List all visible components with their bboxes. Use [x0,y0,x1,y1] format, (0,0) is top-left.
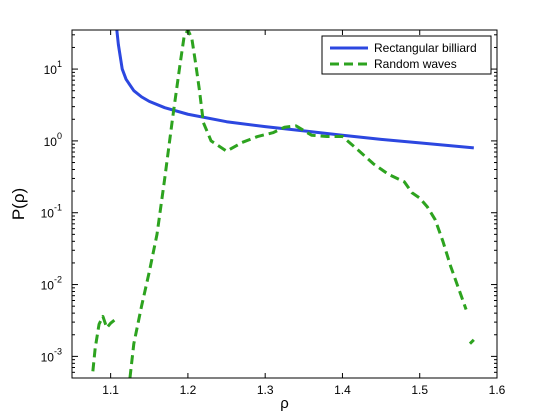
y-tick-label: 10-1 [41,203,62,221]
x-tick-label: 1.5 [411,383,428,397]
series-line-random-waves-segment-2 [128,30,468,378]
y-axis-label: P(ρ) [9,188,28,220]
series-line-random-waves-segment-3 [468,338,475,345]
tick-layer: 1.1 1.2 1.3 1.4 1.5 1.6 10-3 10-2 10-1 100 101 [41,30,506,397]
y-tick-label: 10-2 [41,275,62,293]
legend-label-rectangular-billiard: Rectangular billiard [374,41,477,55]
x-axis-label: ρ [280,395,289,412]
x-tick-label: 1.3 [257,383,274,397]
y-tick-label: 101 [44,59,62,77]
x-tick-label: 1.4 [334,383,351,397]
x-tick-label: 1.2 [180,383,197,397]
series-layer [91,30,475,378]
x-tick-label: 1.6 [489,383,506,397]
legend-label-random-waves: Random waves [374,57,457,71]
x-tick-label: 1.1 [102,383,119,397]
series-line-rectangular-billiard [115,30,474,150]
plot-frame [71,29,498,379]
y-tick-label: 10-3 [41,346,62,364]
legend: Rectangular billiard Random waves [321,35,492,75]
legend-box [321,35,492,75]
series-line-random-waves-segment-1 [91,314,116,372]
y-tick-label: 100 [44,131,62,149]
